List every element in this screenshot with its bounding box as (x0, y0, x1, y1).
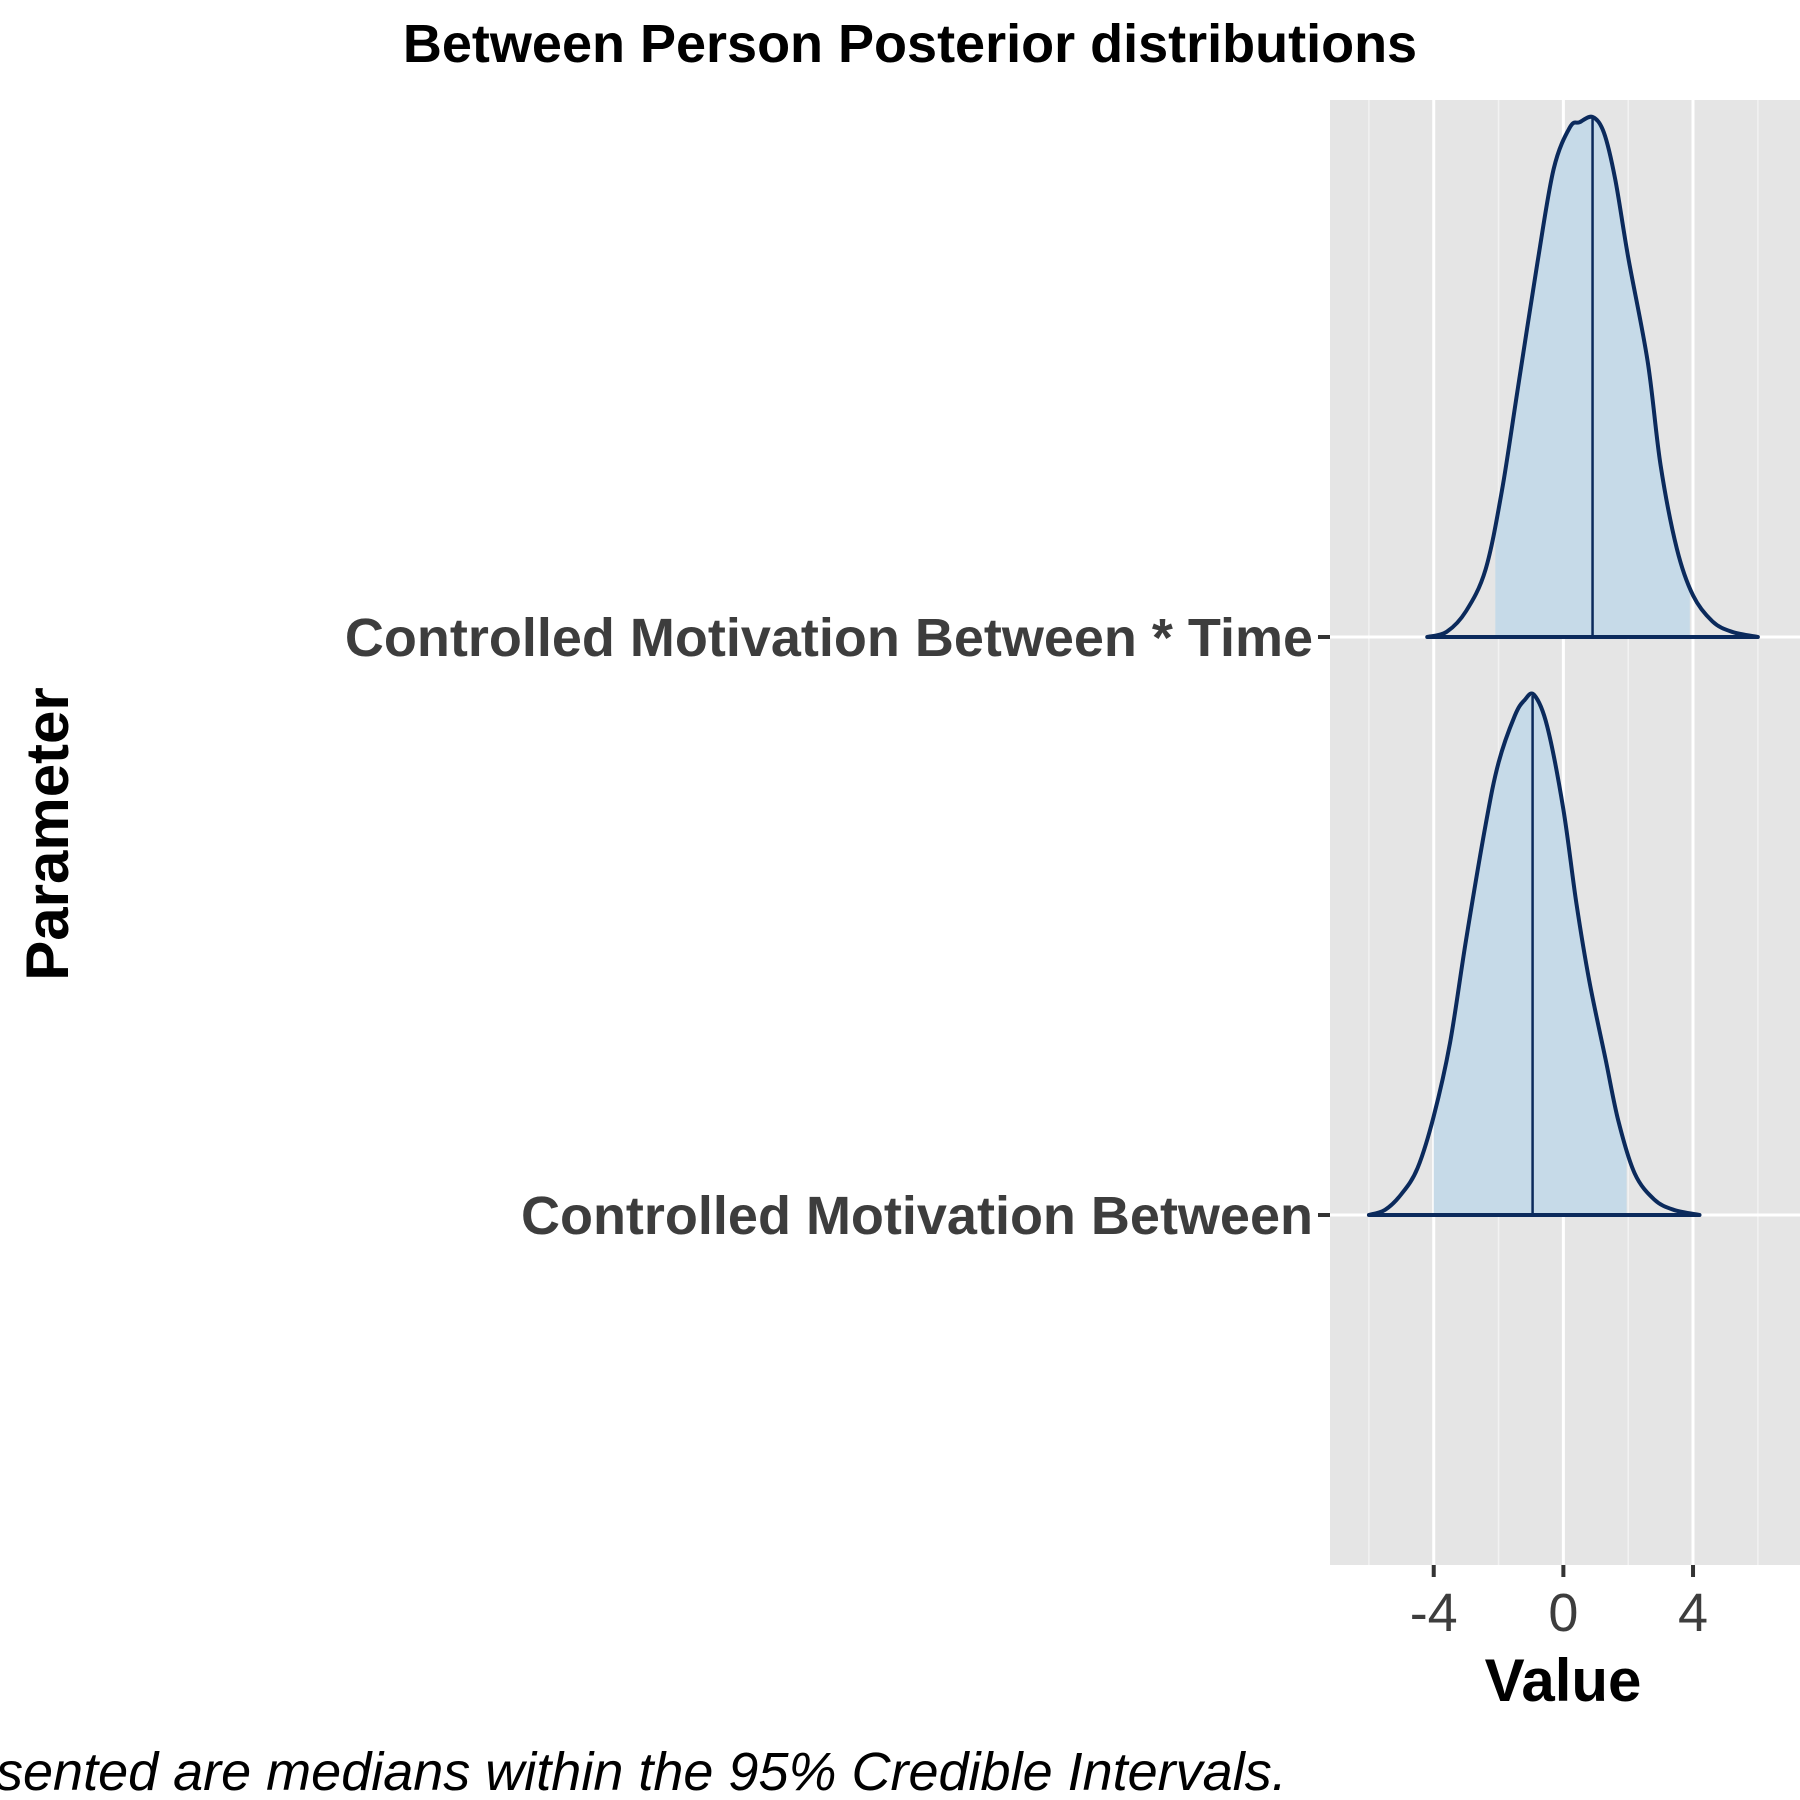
series-2-density-curve (1368, 691, 1700, 1217)
series-2-label: Controlled Motivation Between (521, 1186, 1313, 1246)
chart-caption: sented are medians within the 95% Credib… (0, 1742, 1287, 1800)
x-tick-label: -4 (1410, 1583, 1458, 1643)
x-axis-title: Value (1485, 1647, 1642, 1714)
plot-area: Controlled Motivation Between * Time Cont… (345, 100, 1800, 1643)
series-2-ci-area (1433, 695, 1627, 1215)
chart-title: Between Person Posterior distributions (403, 14, 1417, 74)
x-tick-label: 4 (1678, 1583, 1708, 1643)
series-1-label: Controlled Motivation Between * Time (345, 608, 1313, 668)
series-1-density-curve (1426, 114, 1759, 639)
y-axis-title: Parameter (14, 687, 81, 981)
x-tick-label: 0 (1548, 1583, 1578, 1643)
